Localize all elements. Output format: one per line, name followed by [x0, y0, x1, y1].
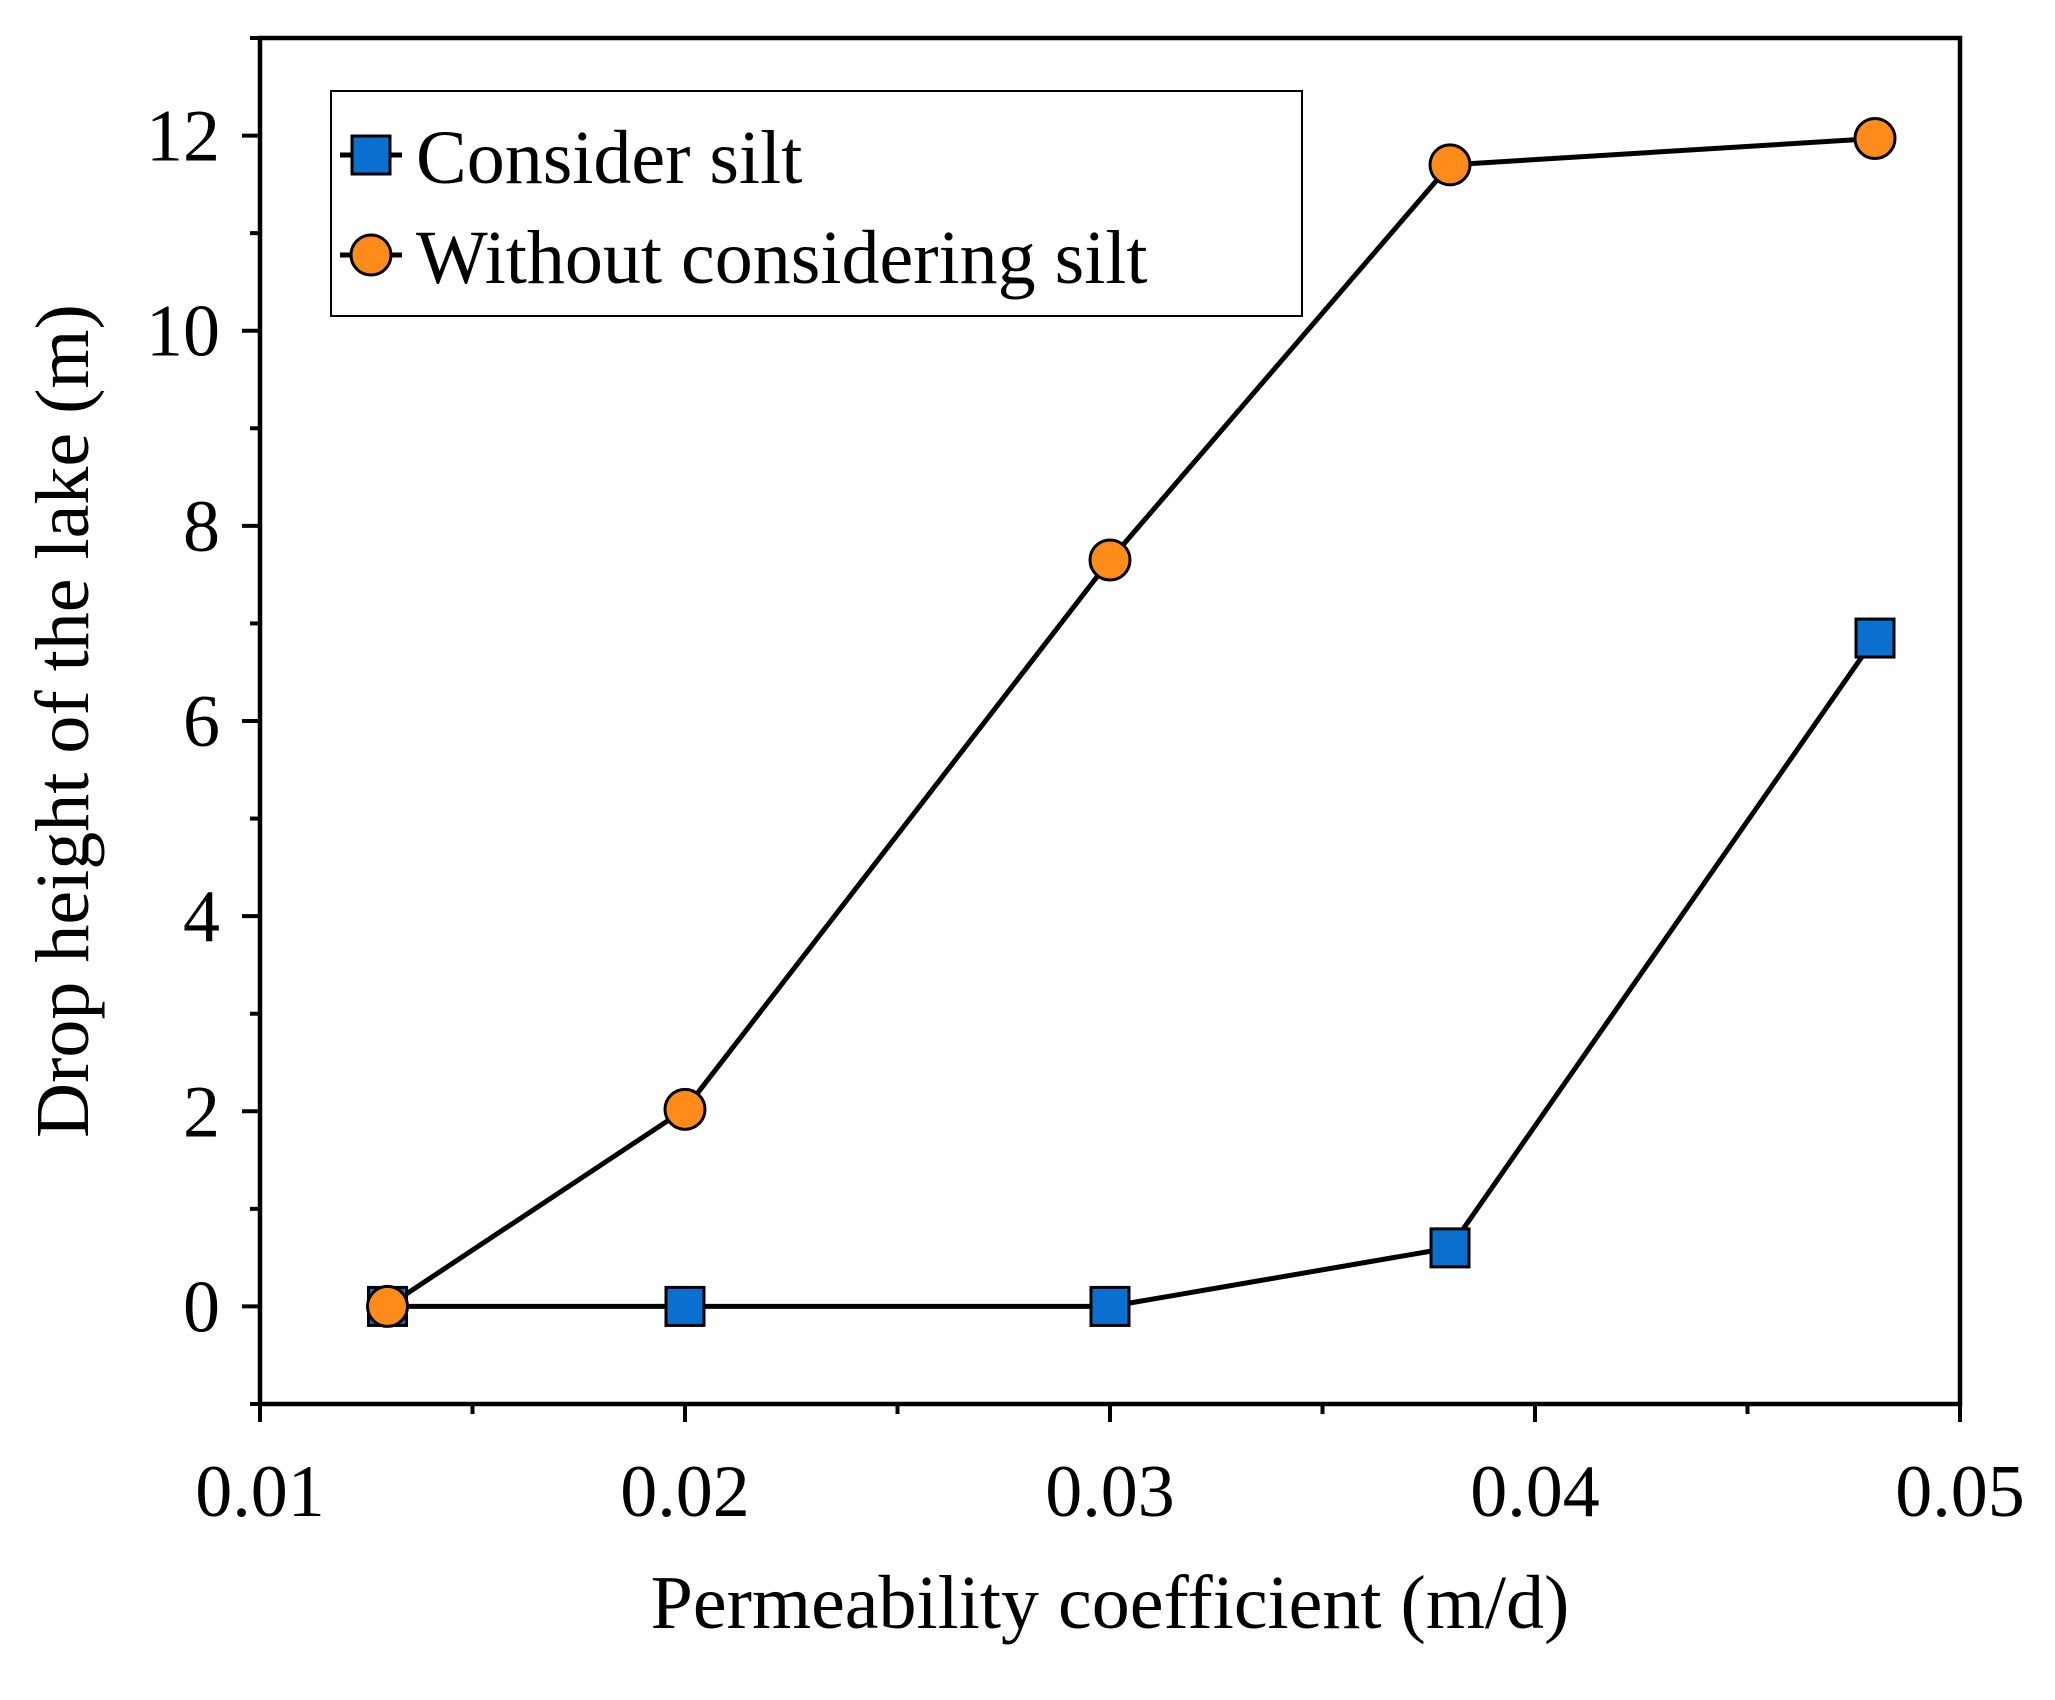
legend-items: [340, 134, 402, 277]
x-tick-label: 0.02: [620, 1451, 750, 1533]
data-point-series-2: [1428, 143, 1472, 187]
data-point-series-1: [664, 1285, 706, 1327]
data-point-series-2: [663, 1087, 707, 1131]
data-point-series-1: [1089, 1285, 1131, 1327]
y-tick-label: 8: [183, 486, 220, 568]
y-tick-label: 12: [146, 96, 220, 178]
y-axis-title: Drop height of the lake (m): [21, 304, 105, 1138]
legend-label-without-considering-silt: Without considering silt: [416, 216, 1148, 300]
data-point-series-1: [1854, 617, 1896, 659]
legend-marker-square: [350, 134, 392, 176]
legend: Consider silt Without considering silt: [330, 90, 1303, 317]
y-tick-label: 6: [183, 681, 220, 763]
x-tick-label: 0.03: [1045, 1451, 1175, 1533]
x-axis-ticks: 0.01 0.02 0.03 0.04 0.05: [195, 1404, 2025, 1533]
x-tick-label: 0.01: [195, 1451, 325, 1533]
x-axis-title: Permeability coefficient (m/d): [651, 1561, 1570, 1645]
data-point-series-2: [366, 1284, 409, 1328]
y-tick-label: 2: [183, 1071, 220, 1153]
x-tick-label: 0.05: [1895, 1451, 2025, 1533]
y-tick-label: 10: [146, 291, 220, 373]
y-axis-ticks: 0 2 4 6 8 10 12: [146, 36, 260, 1406]
data-point-series-1: [1429, 1227, 1471, 1269]
data-point-series-2: [1853, 116, 1897, 160]
legend-marker-circle: [349, 233, 393, 277]
data-point-series-2: [1088, 538, 1132, 582]
legend-label-consider-silt: Consider silt: [416, 116, 802, 200]
y-tick-label: 4: [183, 876, 220, 958]
x-tick-label: 0.04: [1470, 1451, 1600, 1533]
legend-frame: [330, 90, 1303, 317]
series-line-1: [387, 636, 1878, 1309]
series-layer: [366, 116, 1897, 1328]
y-tick-label: 0: [183, 1266, 220, 1348]
